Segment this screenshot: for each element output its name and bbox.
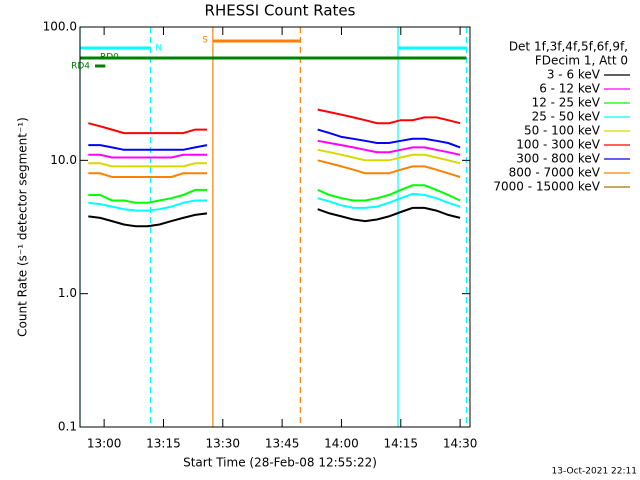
flag-label: RD0 (100, 53, 119, 63)
data-line (88, 159, 461, 178)
flag-label: N (155, 44, 162, 54)
legend-label: 25 - 50 keV (532, 110, 601, 124)
legend-label: 12 - 25 keV (532, 96, 601, 110)
x-tick-label: 14:15 (383, 437, 418, 451)
data-line (88, 128, 461, 151)
legend-label: 6 - 12 keV (539, 82, 601, 96)
x-axis-label: Start Time (28-Feb-08 12:55:22) (183, 456, 377, 470)
data-line (88, 108, 461, 135)
x-tick-label: 13:00 (87, 437, 122, 451)
legend-label: 7000 - 15000 keV (493, 180, 600, 194)
plot-frame (79, 26, 471, 428)
footer: 13-Oct-2021 22:11 (552, 467, 637, 477)
data-line (88, 192, 461, 212)
legend-header: FDecim 1, Att 0 (535, 54, 628, 68)
data-line (88, 206, 461, 228)
chart-title: RHESSI Count Rates (205, 2, 356, 20)
legend-label: 50 - 100 keV (524, 124, 601, 138)
y-tick-label: 1.0 (58, 286, 77, 300)
y-tick-label: 100.0 (43, 20, 77, 34)
legend-label: 100 - 300 keV (516, 138, 600, 152)
y-tick-label: 10.0 (50, 153, 77, 167)
data-line (88, 139, 461, 159)
flag-label: RD4 (71, 62, 90, 72)
flag-label: S (202, 36, 208, 46)
data-line (88, 148, 461, 168)
legend-label: 800 - 7000 keV (509, 166, 601, 180)
x-tick-label: 13:45 (265, 437, 300, 451)
x-tick-label: 14:30 (443, 437, 478, 451)
x-tick-label: 13:15 (146, 437, 181, 451)
legend-label: 300 - 800 keV (516, 152, 600, 166)
data-line (88, 184, 461, 204)
legend-header: Det 1f,3f,4f,5f,6f,9f, (509, 40, 628, 54)
y-tick-label: 0.1 (58, 420, 77, 434)
legend-label: 3 - 6 keV (547, 68, 601, 82)
x-tick-label: 14:00 (324, 437, 359, 451)
x-tick-label: 13:30 (205, 437, 240, 451)
y-axis-label: Count Rate (s⁻¹ detector segment⁻¹) (16, 117, 30, 337)
